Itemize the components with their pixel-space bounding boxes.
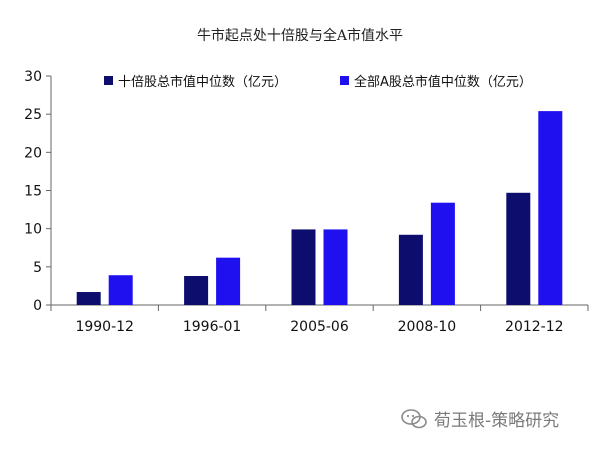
y-tick-label: 5 [33,260,42,276]
y-tick-label: 0 [33,298,42,314]
legend-swatch [104,76,113,85]
chart-title: 牛市起点处十倍股与全A市值水平 [197,27,403,44]
bar-tenbagger-median [76,292,101,305]
wechat-icon [401,408,427,428]
bar-tenbagger-median [184,275,209,305]
bar-tenbagger-median [506,192,531,305]
x-tick-label: 1990-12 [75,319,134,335]
bar-tenbagger-median [291,229,316,305]
bar-all-a-median [216,257,241,305]
chart-axes: 0 5 10 15 20 25 30 1990-12 1996-01 2005-06 2008-10… [24,69,589,335]
bar-tenbagger-median [398,234,423,305]
chart-legend: 十倍股总市值中位数（亿元） 全部A股总市值中位数（亿元） [104,74,532,90]
x-tick-label: 1996-01 [183,319,242,335]
watermark-text: 荀玉根-策略研究 [434,411,560,431]
y-tick-label: 15 [24,184,42,200]
bar-series [76,111,563,305]
x-tick-label: 2005-06 [290,319,349,335]
legend-label: 十倍股总市值中位数（亿元） [118,74,287,90]
legend-swatch [340,76,349,85]
y-tick-label: 20 [24,145,42,161]
x-tick-label: 2008-10 [398,319,457,335]
y-tick-label: 30 [24,69,42,85]
legend-label: 全部A股总市值中位数（亿元） [354,74,532,90]
bar-all-a-median [538,111,563,305]
bar-all-a-median [323,229,348,305]
watermark: 荀玉根-策略研究 [400,406,559,431]
bar-all-a-median [430,202,455,305]
y-tick-label: 25 [24,107,42,123]
x-tick-label: 2012-12 [505,319,564,335]
bar-all-a-median [108,275,133,305]
y-tick-label: 10 [24,222,42,238]
